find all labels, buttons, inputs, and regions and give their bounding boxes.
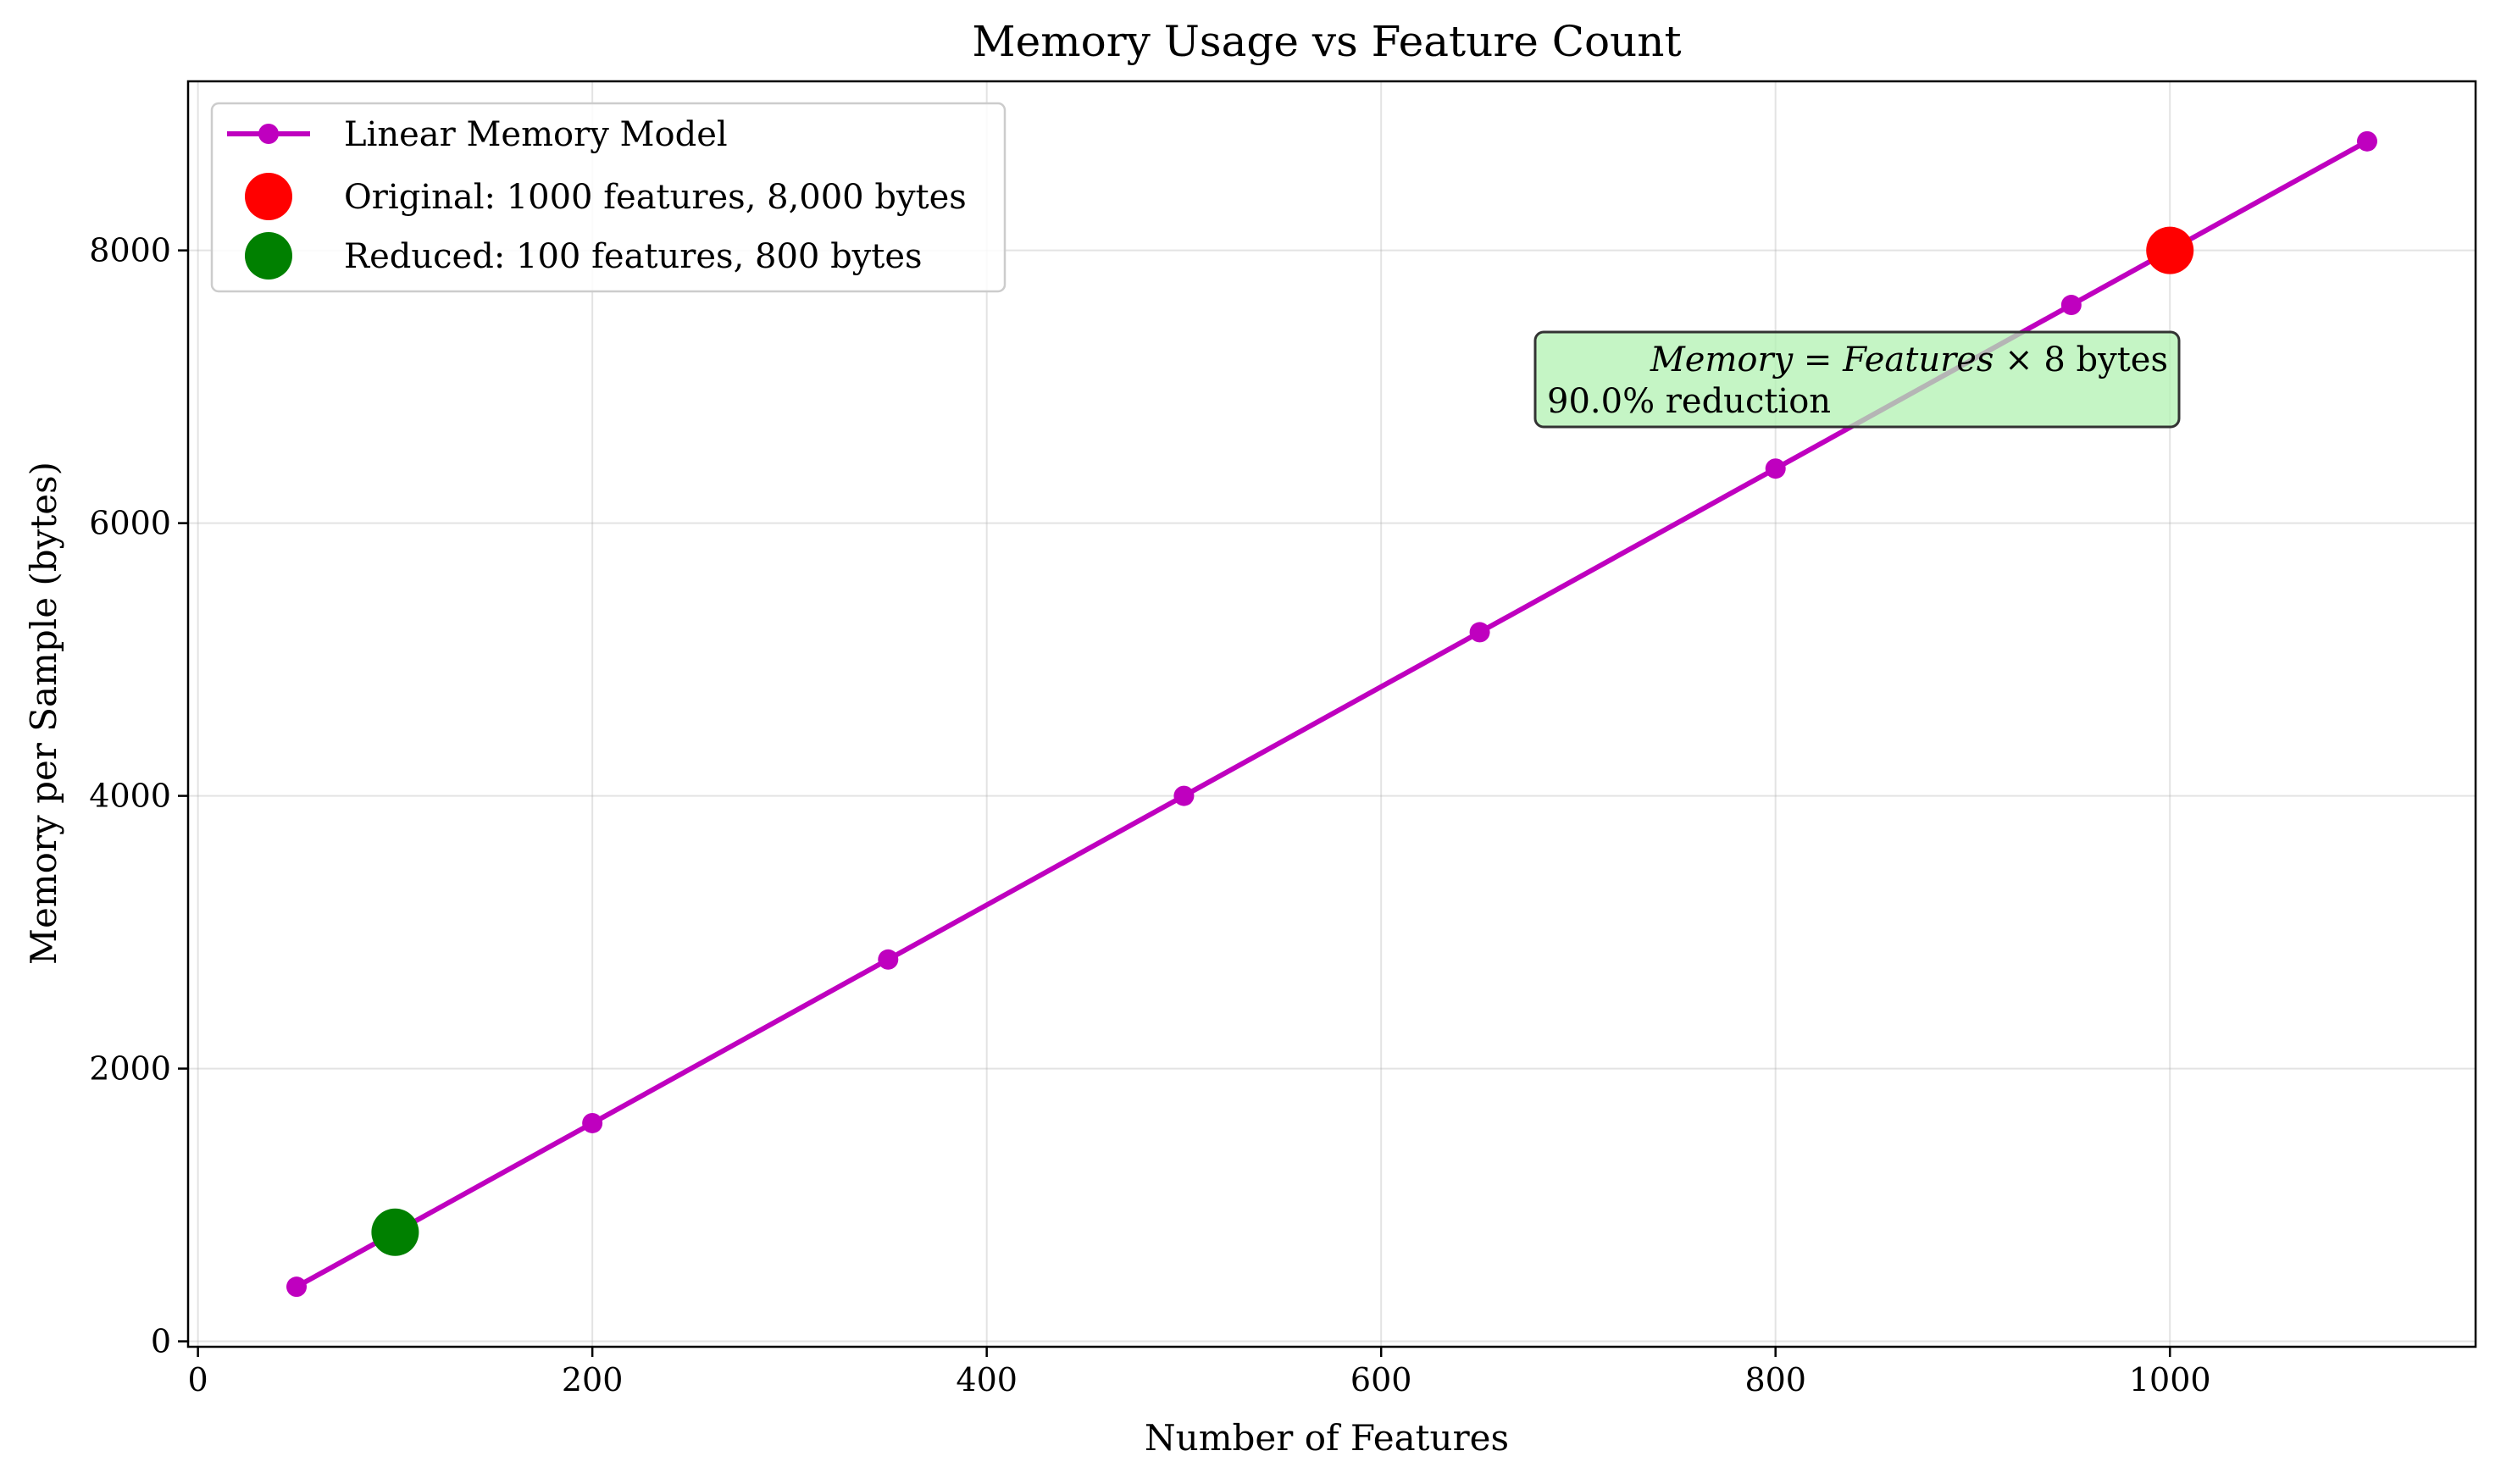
x-tick-label: 1000 <box>2129 1361 2211 1398</box>
formula-equals: = <box>1793 341 1843 379</box>
highlight-point <box>2146 226 2194 274</box>
x-tick-label: 800 <box>1744 1361 1806 1398</box>
series-point <box>2356 130 2377 152</box>
y-tick-label: 6000 <box>89 505 171 542</box>
legend-reduced-marker <box>245 232 292 280</box>
y-tick-label: 8000 <box>89 232 171 269</box>
legend-label-linear: Linear Memory Model <box>344 115 728 154</box>
y-tick-label: 4000 <box>89 778 171 815</box>
x-tick-label: 400 <box>956 1361 1018 1398</box>
y-tick-label: 0 <box>151 1323 171 1360</box>
series-point <box>582 1112 603 1133</box>
series-point <box>878 949 899 970</box>
legend: Linear Memory Model Original: 1000 featu… <box>210 102 1006 293</box>
annotation-box <box>1533 330 2181 429</box>
series-layer <box>286 130 2377 1298</box>
legend-box <box>210 102 1006 293</box>
axis-ticks: 0 200 400 600 800 1000 0 2000 4000 6000 8000 <box>89 232 2210 1398</box>
annotation-formula: Memory = Features × 8 bytes <box>1650 341 2168 379</box>
plot-frame <box>186 80 2477 1348</box>
x-tick-label: 0 <box>188 1361 208 1398</box>
y-tick-label: 2000 <box>89 1050 171 1088</box>
formula-rest: × 8 bytes <box>1994 341 2168 379</box>
legend-original-marker <box>245 173 292 220</box>
formula-features: Features <box>1842 341 1994 379</box>
annotation-reduction: 90.0% reduction <box>1547 382 1831 421</box>
chart-title: Memory Usage vs Feature Count <box>972 17 1681 66</box>
legend-line-marker <box>258 124 279 144</box>
highlight-layer <box>371 226 2194 1256</box>
highlight-point <box>371 1208 419 1256</box>
formula-annotation: Memory = Features × 8 bytes 90.0% reduct… <box>1533 330 2181 429</box>
series-point <box>286 1276 308 1298</box>
series-point <box>1765 458 1786 479</box>
x-tick-label: 600 <box>1350 1361 1412 1398</box>
series-point <box>2060 295 2082 316</box>
x-tick-label: 200 <box>562 1361 624 1398</box>
series-line <box>295 139 2369 1289</box>
legend-label-original: Original: 1000 features, 8,000 bytes <box>344 178 967 217</box>
x-axis-label: Number of Features <box>1145 1417 1509 1459</box>
y-axis-label: Memory per Sample (bytes) <box>23 462 64 965</box>
legend-label-reduced: Reduced: 100 features, 800 bytes <box>344 237 923 276</box>
series-point <box>1173 785 1195 806</box>
formula-memory: Memory <box>1650 341 1794 379</box>
series-point <box>1469 622 1490 643</box>
